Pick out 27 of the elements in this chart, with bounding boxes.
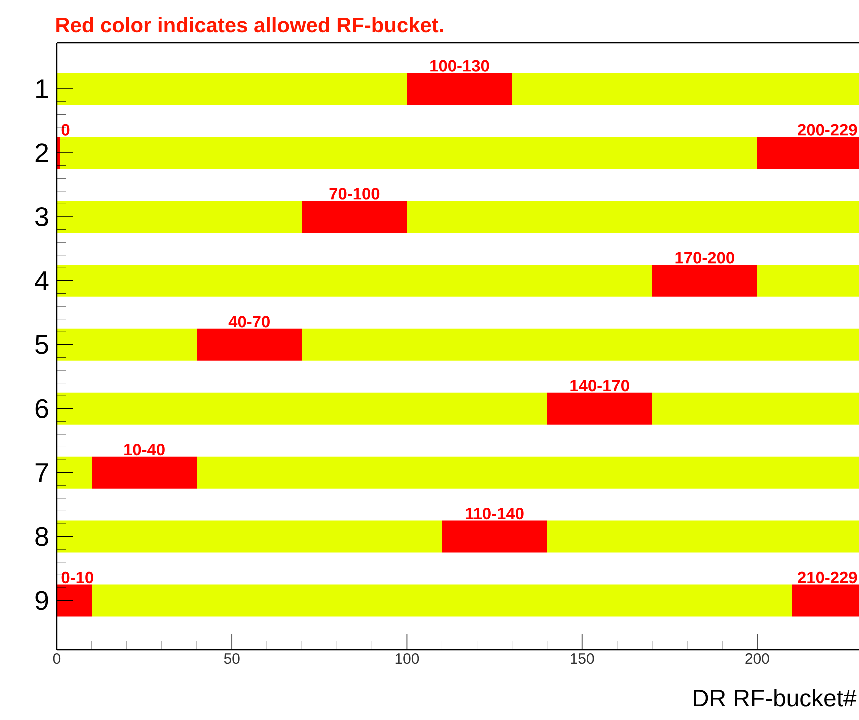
y-tick-label: 2: [36, 144, 48, 162]
y-tick-label: 3: [36, 207, 48, 227]
x-axis-title: DR RF-bucket#: [694, 689, 857, 707]
data-label: 200-229: [798, 124, 858, 136]
y-tick-label: 7: [36, 464, 48, 482]
x-tick-label: 50: [224, 654, 240, 664]
annotation: 0: [62, 124, 70, 136]
data-label: 170-200: [676, 252, 734, 264]
data-label: 40-70: [228, 316, 270, 328]
y-tick-label: 1: [36, 80, 48, 98]
x-tick-label: 200: [746, 654, 770, 664]
y-tick-label: 9: [36, 591, 48, 610]
data-label: 10-40: [124, 444, 165, 456]
y-tick-label: 6: [36, 399, 48, 418]
y-tick-label: 4: [35, 272, 49, 290]
data-label: 110-140: [466, 508, 524, 520]
data-label: 0-10: [62, 572, 94, 584]
x-tick-label: 150: [571, 654, 594, 664]
chart-title: Red color indicates allowed RF-bucket.: [56, 17, 444, 33]
data-label: 70-100: [330, 188, 380, 200]
y-tick-label: 5: [36, 336, 48, 354]
data-label: 210-229: [798, 572, 858, 584]
x-tick-label: 100: [396, 654, 420, 664]
data-label: 140-170: [570, 380, 630, 392]
y-tick-label: 8: [36, 527, 48, 546]
data-label: 100-130: [430, 60, 490, 72]
x-tick-label: 0: [53, 654, 61, 664]
